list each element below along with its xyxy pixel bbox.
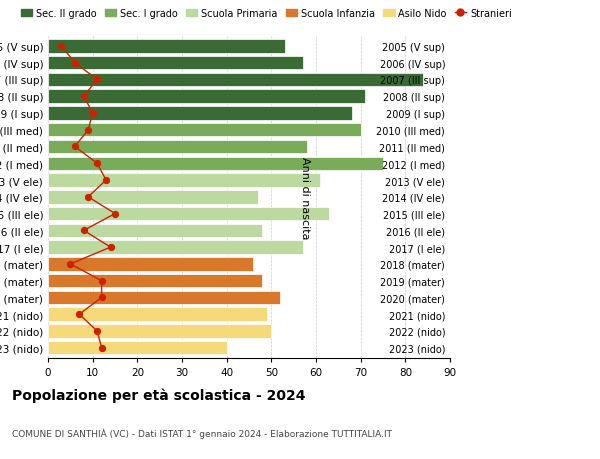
Bar — [48, 257, 253, 271]
Point — [83, 127, 93, 134]
Point — [56, 43, 66, 50]
Bar — [48, 40, 285, 53]
Bar — [48, 57, 302, 70]
Bar — [48, 73, 423, 87]
Bar — [48, 341, 227, 355]
Text: Popolazione per età scolastica - 2024: Popolazione per età scolastica - 2024 — [12, 388, 305, 403]
Point — [106, 244, 115, 251]
Bar — [48, 308, 267, 321]
Bar — [48, 291, 280, 304]
Point — [65, 261, 75, 268]
Legend: Sec. II grado, Sec. I grado, Scuola Primaria, Scuola Infanzia, Asilo Nido, Stran: Sec. II grado, Sec. I grado, Scuola Prim… — [17, 5, 516, 22]
Point — [83, 194, 93, 201]
Point — [79, 227, 89, 235]
Bar — [48, 325, 271, 338]
Point — [70, 60, 80, 67]
Bar — [48, 140, 307, 154]
Bar — [48, 124, 361, 137]
Bar — [48, 157, 383, 171]
Bar — [48, 207, 329, 221]
Point — [70, 144, 80, 151]
Text: COMUNE DI SANTHIÀ (VC) - Dati ISTAT 1° gennaio 2024 - Elaborazione TUTTITALIA.IT: COMUNE DI SANTHIÀ (VC) - Dati ISTAT 1° g… — [12, 428, 392, 438]
Bar — [48, 174, 320, 187]
Bar — [48, 107, 352, 120]
Point — [110, 210, 120, 218]
Bar — [48, 190, 258, 204]
Point — [79, 93, 89, 101]
Point — [97, 277, 106, 285]
Point — [92, 77, 102, 84]
Point — [97, 294, 106, 302]
Point — [101, 177, 111, 185]
Point — [92, 160, 102, 168]
Point — [92, 328, 102, 335]
Bar — [48, 90, 365, 104]
Point — [88, 110, 97, 118]
Bar — [48, 241, 302, 254]
Point — [97, 344, 106, 352]
Bar — [48, 274, 262, 288]
Bar — [48, 224, 262, 238]
Y-axis label: Anni di nascita: Anni di nascita — [300, 156, 310, 239]
Point — [74, 311, 84, 318]
